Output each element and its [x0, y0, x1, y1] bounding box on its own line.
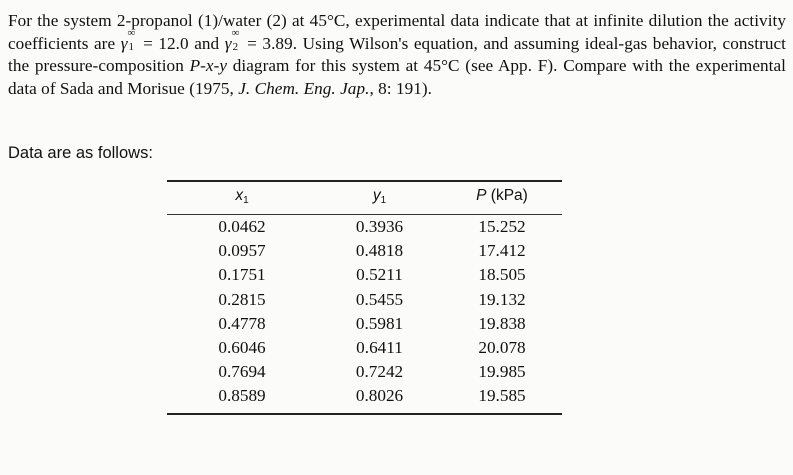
gamma2-value-text: = 3.89. Using Wilson's equation, and ass… — [8, 33, 787, 76]
table-header-row: x1 y1 P (kPa) — [167, 182, 562, 210]
problem-paragraph: For the system 2-propanol (1)/water (2) … — [8, 10, 786, 100]
problem-text-compare: diagram for this system at 45°C (see App… — [8, 56, 786, 98]
cell-pressure: 15.252 — [478, 217, 526, 237]
header-y1: y1 — [317, 182, 442, 210]
cell-y1: 0.8026 — [355, 386, 404, 406]
data-table: x1 y1 P (kPa) — [167, 182, 562, 210]
header-p-unit: (kPa) — [486, 187, 528, 204]
table-row: 0.8589 0.8026 19.585 — [167, 384, 562, 408]
problem-text-intro: For the system 2-propanol (1)/water (2) … — [8, 11, 786, 53]
cell-pressure: 18.505 — [478, 265, 526, 285]
table-row: 0.0462 0.3936 15.252 — [167, 215, 562, 239]
header-x1-var: x — [235, 186, 244, 204]
cell-pressure: 19.132 — [478, 289, 526, 309]
cell-y1: 0.4818 — [355, 241, 404, 261]
table-row: 0.2815 0.5455 19.132 — [167, 288, 562, 312]
journal-name: J. Chem. Eng. Jap. — [238, 78, 370, 98]
cell-pressure: 19.585 — [478, 386, 526, 406]
data-table-container: x1 y1 P (kPa) 0.0462 0.3936 15.252 0.095… — [167, 180, 562, 415]
header-y1-sub: 1 — [380, 194, 387, 206]
cell-x1: 0.6046 — [218, 338, 266, 358]
gamma2-superscript: ∞ — [231, 26, 240, 39]
cell-pressure: 19.985 — [478, 362, 526, 382]
header-x1: x1 — [167, 182, 317, 210]
gamma1-superscript: ∞ — [127, 26, 136, 39]
diagram-name: P-x-y — [189, 56, 228, 76]
gamma2-scripts: ∞ 2 — [232, 27, 242, 52]
table-row: 0.1751 0.5211 18.505 — [167, 263, 562, 287]
header-pressure: P (kPa) — [442, 182, 562, 210]
table-row: 0.4778 0.5981 19.838 — [167, 312, 562, 336]
gamma1-scripts: ∞ 1 — [128, 27, 138, 52]
table-bottom-rule — [167, 412, 562, 415]
header-y1-var: y — [372, 186, 381, 204]
cell-y1: 0.5981 — [355, 313, 404, 333]
gamma2-subscript: 2 — [232, 40, 239, 53]
data-intro: Data are as follows: — [8, 144, 153, 162]
cell-y1: 0.5455 — [355, 289, 404, 309]
cell-x1: 0.0462 — [218, 217, 266, 237]
table-top-rule — [167, 180, 562, 182]
cell-pressure: 20.078 — [478, 338, 526, 358]
cell-pressure: 17.412 — [478, 241, 526, 261]
cell-x1: 0.4778 — [218, 313, 266, 333]
data-table-body: 0.0462 0.3936 15.252 0.0957 0.4818 17.41… — [167, 215, 562, 409]
cell-y1: 0.3936 — [355, 217, 404, 237]
gamma1-subscript: 1 — [128, 40, 135, 53]
cell-y1: 0.6411 — [356, 338, 403, 358]
cell-x1: 0.0957 — [218, 241, 266, 261]
table-row: 0.6046 0.6411 20.078 — [167, 336, 562, 360]
header-x1-sub: 1 — [243, 194, 249, 206]
cell-y1: 0.5211 — [356, 265, 403, 285]
cell-x1: 0.2815 — [218, 289, 266, 309]
header-p-var: P — [476, 187, 487, 204]
gamma2-symbol: γ — [224, 33, 232, 53]
problem-statement: For the system 2-propanol (1)/water (2) … — [8, 10, 786, 100]
cell-x1: 0.1751 — [218, 265, 266, 285]
problem-text-citation: , 8: 191). — [369, 78, 433, 98]
table-row: 0.0957 0.4818 17.412 — [167, 239, 562, 263]
gamma1-symbol: γ — [120, 33, 128, 53]
cell-y1: 0.7242 — [355, 362, 404, 382]
table-row: 0.7694 0.7242 19.985 — [167, 360, 562, 384]
table-header-rule — [167, 214, 562, 215]
cell-pressure: 19.838 — [478, 313, 526, 333]
gamma1-value-text: = 12.0 and — [137, 33, 225, 53]
cell-x1: 0.8589 — [218, 386, 266, 406]
cell-x1: 0.7694 — [218, 362, 266, 382]
